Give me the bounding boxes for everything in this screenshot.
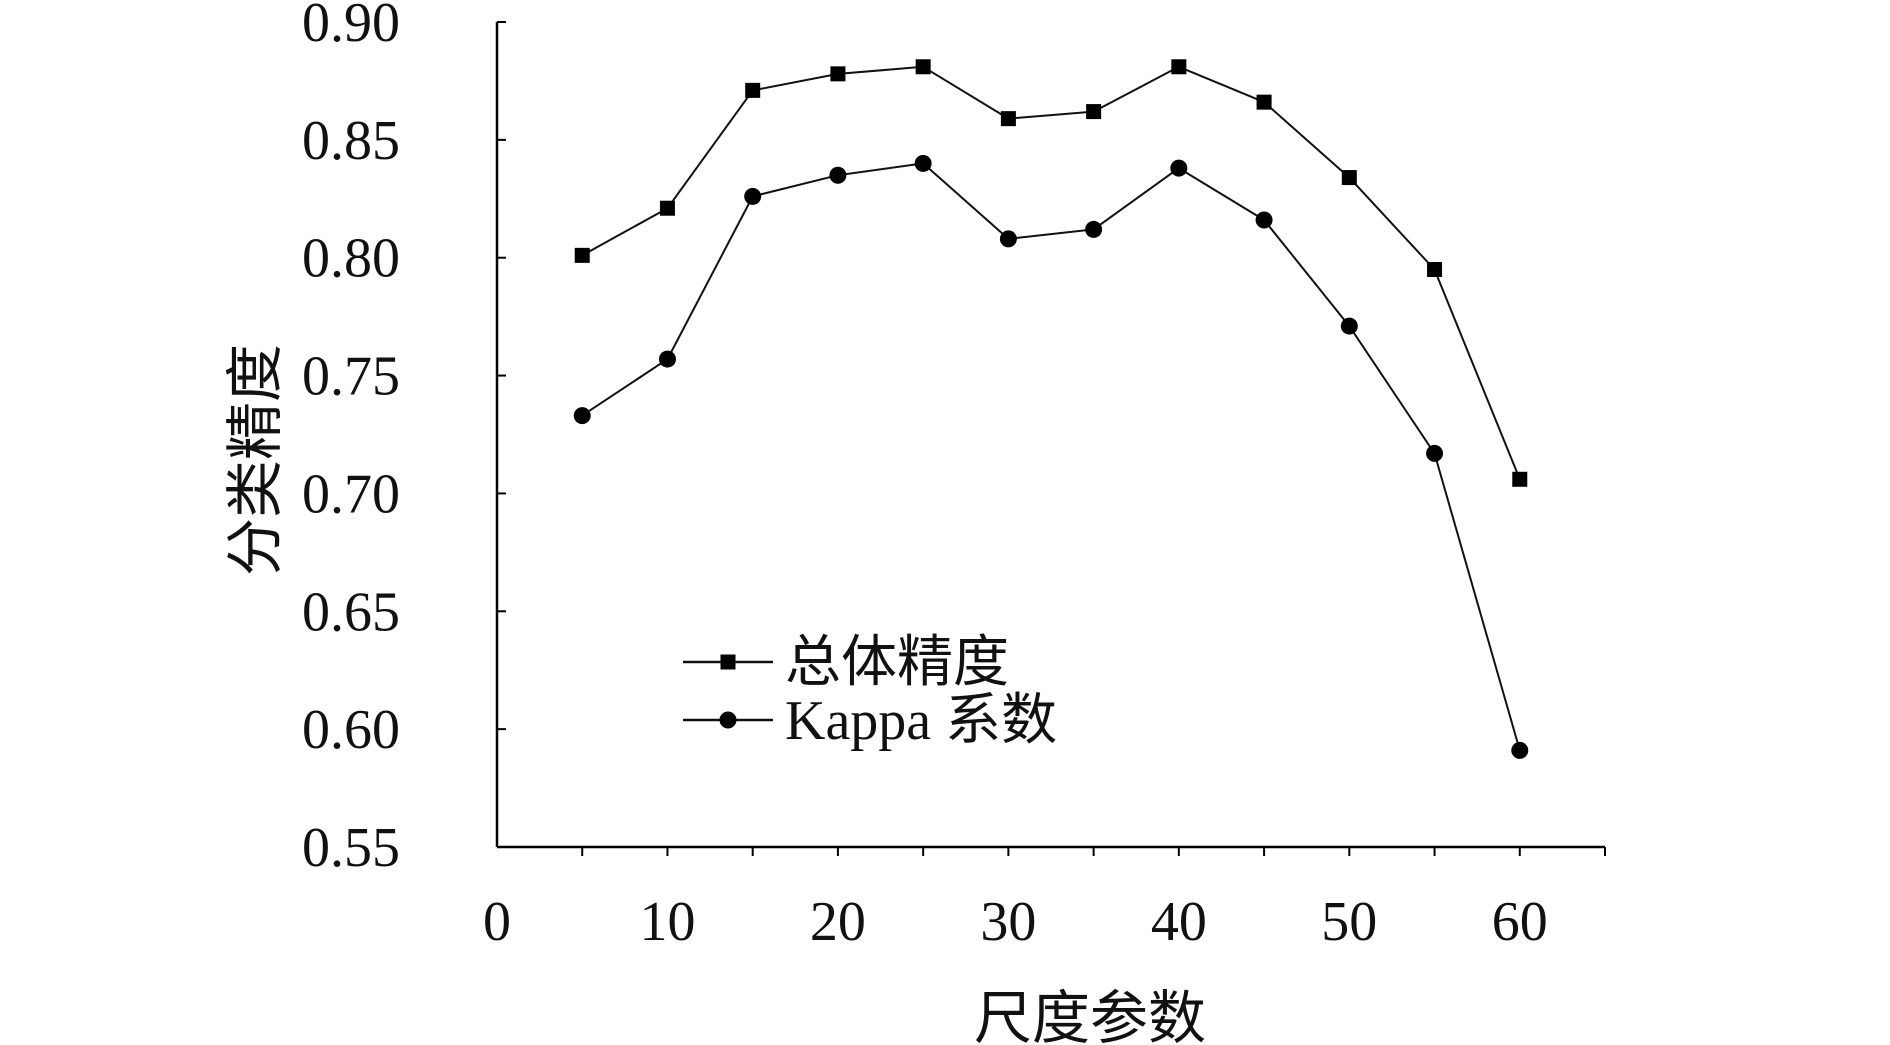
x-tick-label: 20 (810, 891, 866, 953)
data-point-overall-accuracy (1256, 94, 1272, 110)
data-point-kappa (573, 407, 591, 425)
data-point-overall-accuracy (915, 59, 931, 75)
data-point-overall-accuracy (830, 66, 846, 82)
data-point-kappa (999, 230, 1017, 248)
x-axis-title: 尺度参数 (974, 986, 1206, 1045)
y-tick-label: 0.65 (302, 581, 400, 643)
x-tick-label: 30 (980, 891, 1036, 953)
data-point-kappa (829, 166, 847, 184)
x-tick-label: 10 (639, 891, 695, 953)
data-point-overall-accuracy (745, 82, 761, 98)
y-axis-title: 分类精度 (223, 344, 288, 576)
y-tick-label: 0.90 (302, 0, 400, 54)
y-tick-label: 0.60 (302, 699, 400, 761)
data-point-kappa (1085, 220, 1103, 238)
x-tick-label: 0 (483, 891, 511, 953)
y-tick-label: 0.55 (302, 817, 400, 879)
legend-label-kappa: Kappa 系数 (785, 690, 1057, 752)
data-point-overall-accuracy (1000, 111, 1016, 127)
data-point-kappa (1426, 444, 1444, 462)
y-tick-label: 0.75 (302, 346, 400, 408)
y-tick-label: 0.80 (302, 228, 400, 290)
series-markers (573, 59, 1529, 759)
axes: 0.55 0.60 0.65 0.70 0.75 0.80 0.85 0.90 0 10 20 30 4… (302, 0, 1606, 953)
data-point-overall-accuracy (574, 247, 590, 263)
data-point-kappa (1255, 211, 1273, 229)
data-point-overall-accuracy (1171, 59, 1187, 75)
legend-label-overall-accuracy: 总体精度 (785, 632, 1009, 694)
data-point-overall-accuracy (659, 200, 675, 216)
data-point-kappa (1340, 317, 1358, 335)
y-tick-label: 0.70 (302, 463, 400, 525)
series-lines (581, 65, 1521, 751)
data-point-kappa (1170, 159, 1188, 177)
legend-marker-overall-accuracy (720, 654, 736, 670)
series-line-overall-accuracy (581, 65, 1521, 480)
data-point-kappa (1511, 741, 1529, 759)
x-tick-label: 40 (1151, 891, 1207, 953)
data-point-overall-accuracy (1341, 170, 1357, 186)
x-tick-label: 60 (1492, 891, 1548, 953)
data-point-overall-accuracy (1086, 104, 1102, 120)
data-point-kappa (658, 350, 676, 368)
data-point-overall-accuracy (1512, 471, 1528, 487)
x-tick-label: 50 (1321, 891, 1377, 953)
data-point-kappa (914, 154, 932, 172)
series-line-kappa (581, 162, 1521, 751)
data-point-overall-accuracy (1427, 262, 1443, 277)
y-tick-label: 0.85 (302, 110, 400, 172)
data-point-kappa (744, 187, 762, 205)
legend-marker-kappa (719, 711, 737, 729)
